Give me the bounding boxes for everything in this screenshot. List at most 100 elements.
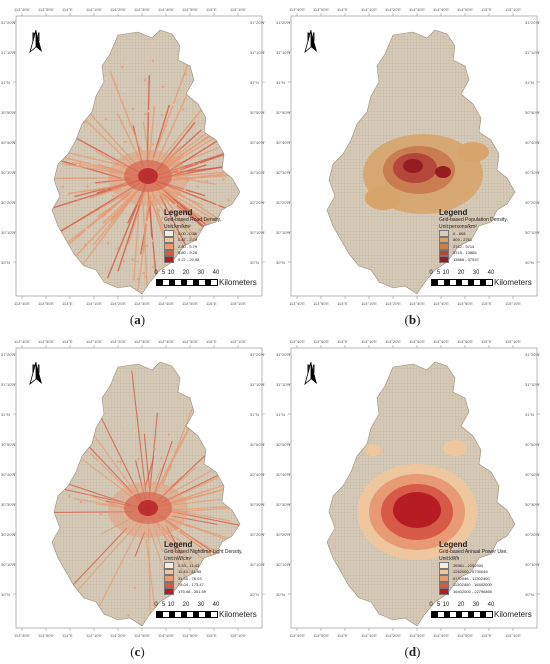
longitude-tick-label: 114°50'E — [182, 7, 198, 12]
longitude-tick-label: 114°30'E — [134, 7, 150, 12]
latitude-tick-label: 30°40'N — [1, 140, 16, 145]
latitude-tick-label: 31°10'N — [1, 382, 16, 387]
latitude-tick-label: 30°40'N — [525, 140, 540, 145]
legend-item: 2252000 - 6730046 — [439, 568, 549, 575]
panel-population-density: N 113°40'E 113°40'E 113°50'E 113°50'E 114°E 11… — [275, 0, 550, 332]
scale-tick-label: 40 — [487, 602, 495, 608]
latitude-tick-label: 31°10'N — [276, 382, 291, 387]
scale-bar: 0 5 10 20 30 40 Kilometers — [429, 270, 539, 292]
panel-caption: (d) — [404, 644, 421, 659]
legend-range: 0.87 - 2.79 — [178, 237, 198, 243]
longitude-tick-label: 115°10'E — [230, 633, 246, 638]
longitude-tick-label: 115°10'E — [505, 301, 521, 306]
scale-tick-label: 5 — [436, 602, 441, 608]
legend-item: 2.80 - 5.79 — [164, 243, 274, 250]
longitude-tick-label: 115°E — [481, 301, 492, 306]
latitude-tick-label: 30°30'N — [276, 170, 291, 175]
latitude-tick-label: 30°50'N — [1, 110, 16, 115]
latitude-tick-label: 30°N — [250, 260, 259, 265]
longitude-tick-label: 114°E — [62, 339, 73, 344]
map-svg — [13, 13, 265, 299]
latitude-tick-label: 30°20'N — [276, 532, 291, 537]
longitude-tick-label: 115°E — [206, 339, 217, 344]
scale-bar-segments — [431, 611, 493, 618]
latitude-tick-label: 31°N — [525, 412, 534, 417]
scale-bar-segments — [431, 279, 493, 286]
longitude-tick-label: 113°40'E — [289, 339, 305, 344]
longitude-tick-label: 114°40'E — [158, 633, 174, 638]
longitude-tick-label: 114°50'E — [457, 633, 473, 638]
latitude-tick-label: 30°30'N — [525, 502, 540, 507]
longitude-tick-label: 113°50'E — [313, 633, 329, 638]
map-svg — [288, 13, 540, 299]
latitude-tick-label: 30°30'N — [525, 170, 540, 175]
legend-swatch — [164, 562, 174, 569]
scale-tick-label: 5 — [436, 270, 441, 276]
longitude-tick-label: 114°20'E — [110, 301, 126, 306]
legend-item: 6730046 - 11302400 — [439, 575, 549, 582]
longitude-tick-label: 114°30'E — [134, 633, 150, 638]
longitude-tick-label: 113°40'E — [289, 301, 305, 306]
scale-tick-label: 40 — [487, 270, 495, 276]
latitude-tick-label: 31°N — [250, 412, 259, 417]
latitude-tick-label: 30°40'N — [276, 140, 291, 145]
longitude-tick-label: 115°10'E — [230, 339, 246, 344]
longitude-tick-label: 114°40'E — [433, 339, 449, 344]
latitude-tick-label: 31°N — [1, 412, 10, 417]
longitude-tick-label: 114°10'E — [361, 7, 377, 12]
latitude-tick-label: 30°10'N — [250, 230, 265, 235]
latitude-tick-label: 30°10'N — [1, 230, 16, 235]
legend-item: 0.53 - 11.43 — [164, 562, 274, 569]
scale-tick-label: 40 — [212, 602, 220, 608]
legend-swatch — [439, 568, 449, 575]
longitude-tick-label: 114°40'E — [158, 301, 174, 306]
map-legend: Legend Grid-based Road Density, Unit:km/km… — [164, 208, 274, 263]
latitude-tick-label: 31°N — [276, 80, 285, 85]
longitude-tick-label: 115°E — [481, 633, 492, 638]
longitude-tick-label: 113°50'E — [38, 301, 54, 306]
scale-unit-label: Kilometers — [494, 278, 532, 287]
legend-range: 11302400 - 16402000 — [453, 582, 492, 588]
scale-tick-label: 0 — [154, 270, 158, 276]
scale-unit-label: Kilometers — [219, 278, 257, 287]
latitude-tick-label: 30°50'N — [276, 442, 291, 447]
longitude-tick-label: 114°E — [62, 301, 73, 306]
latitude-tick-label: 30°40'N — [276, 472, 291, 477]
legend-title: Legend — [439, 208, 468, 217]
north-arrow-icon: N — [303, 30, 319, 70]
longitude-tick-label: 114°30'E — [409, 301, 425, 306]
legend-swatch — [164, 230, 174, 237]
legend-item: 13866 - 37537 — [439, 256, 549, 263]
latitude-tick-label: 31°N — [276, 412, 285, 417]
longitude-tick-label: 114°30'E — [409, 7, 425, 12]
longitude-tick-label: 114°50'E — [182, 301, 198, 306]
latitude-tick-label: 31°10'N — [276, 50, 291, 55]
legend-item: 0 - 808 — [439, 230, 549, 237]
latitude-tick-label: 30°N — [276, 260, 285, 265]
panel-annual-power-use: N 113°40'E 113°40'E 113°50'E 113°50'E 114°E 11… — [275, 332, 550, 664]
longitude-tick-label: 113°50'E — [313, 301, 329, 306]
legend-range: 78.04 - 173.47 — [178, 582, 204, 588]
legend-swatch — [164, 575, 174, 582]
latitude-tick-label: 30°10'N — [276, 230, 291, 235]
longitude-tick-label: 115°E — [206, 633, 217, 638]
latitude-tick-label: 30°N — [1, 260, 10, 265]
longitude-tick-label: 114°40'E — [433, 301, 449, 306]
north-arrow-icon: N — [28, 30, 44, 70]
scale-bar-segments — [156, 279, 218, 286]
latitude-tick-label: 30°30'N — [250, 170, 265, 175]
legend-swatch — [439, 575, 449, 582]
legend-item: 78.04 - 173.47 — [164, 581, 274, 588]
legend-swatch — [164, 249, 174, 256]
longitude-tick-label: 114°40'E — [158, 7, 174, 12]
longitude-tick-label: 114°10'E — [86, 633, 102, 638]
longitude-tick-label: 115°10'E — [505, 633, 521, 638]
legend-swatch — [439, 256, 449, 263]
legend-title: Legend — [164, 208, 193, 217]
legend-swatch — [164, 243, 174, 250]
longitude-tick-label: 114°40'E — [433, 633, 449, 638]
latitude-tick-label: 31°20'N — [525, 352, 540, 357]
scale-tick-label: 20 — [182, 602, 190, 608]
latitude-tick-label: 30°50'N — [250, 110, 265, 115]
longitude-tick-label: 114°50'E — [457, 7, 473, 12]
